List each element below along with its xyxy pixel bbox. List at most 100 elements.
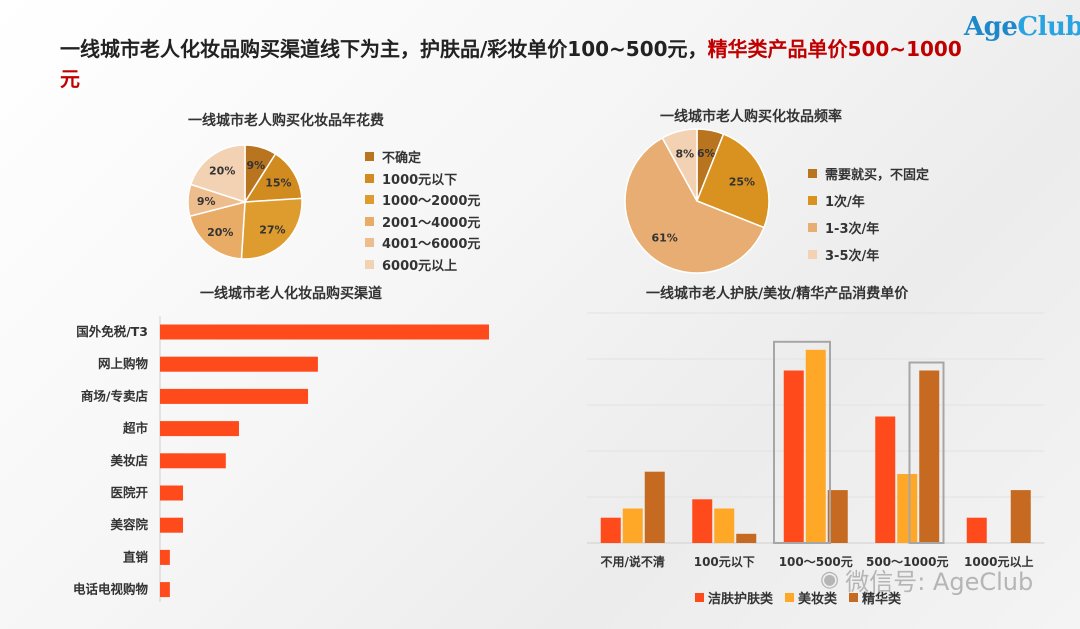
- legend-item: 不确定: [365, 146, 480, 168]
- bar: [160, 517, 184, 533]
- category-label: 医院开: [110, 485, 148, 500]
- pie1-legend: 不确定 1000元以下 1000～2000元 2001～4000元 4001～6000元…: [365, 146, 480, 275]
- pie-slice: [624, 136, 765, 274]
- ageclub-logo: AgeClub: [964, 12, 1080, 42]
- bar: [692, 499, 713, 543]
- legend-item: 需要就买，不固定: [808, 160, 929, 187]
- legend-item: 2001～4000元: [365, 211, 480, 233]
- legend-label: 4001～6000元: [382, 237, 481, 253]
- bar: [160, 388, 309, 404]
- bar-chart-unit-price: 不用/说不清 100元以下 100～500元 500～1000元 1000元以上: [587, 312, 1045, 569]
- legend-swatch: [365, 173, 374, 183]
- legend-item: 美妆类: [785, 588, 837, 607]
- bar: [160, 485, 184, 501]
- bar: [1010, 490, 1031, 543]
- legend-label: 精华类: [862, 592, 902, 607]
- category-label: 超市: [122, 421, 149, 436]
- pie-value-label: 15%: [265, 176, 291, 189]
- category-label: 国外免税/T3: [76, 324, 148, 339]
- legend-label: 洁肤护肤类: [708, 592, 774, 607]
- pie-slice: [189, 144, 246, 204]
- legend-item: 6000元以上: [365, 254, 480, 276]
- legend-label: 1000元以下: [382, 172, 458, 188]
- legend-item: 1-3次/年: [808, 214, 929, 241]
- legend-label: 1次/年: [825, 195, 865, 210]
- legend-label: 1-3次/年: [825, 222, 880, 237]
- category-label: 网上购物: [98, 356, 149, 371]
- vbar-title: 一线城市老人护肤/美妆/精华产品消费单价: [646, 286, 909, 302]
- legend-item: 3-5次/年: [808, 241, 929, 268]
- legend-swatch: [808, 250, 817, 259]
- pie2-title: 一线城市老人购买化妆品频率: [660, 109, 842, 125]
- bar: [714, 508, 735, 543]
- legend-item: 1000元以下: [365, 168, 480, 190]
- pie-value-label: 9%: [246, 159, 265, 172]
- pie-slice: [696, 133, 770, 229]
- bar: [805, 349, 826, 543]
- legend-label: 不确定: [382, 151, 422, 167]
- bar: [644, 471, 665, 543]
- legend-swatch: [808, 196, 817, 205]
- category-label: 500～1000元: [866, 555, 948, 569]
- pie-chart-annual-spending: 9%15%27%20%9%20%: [187, 144, 303, 260]
- category-label: 不用/说不清: [601, 554, 665, 569]
- pie-value-label: 9%: [197, 195, 216, 208]
- category-label: 100～500元: [779, 555, 853, 569]
- pie-value-label: 25%: [729, 176, 755, 189]
- legend-item: 洁肤护肤类: [695, 588, 773, 607]
- legend-swatch: [365, 216, 374, 226]
- pie-chart-purchase-frequency: 6% 25% 61% 8%: [624, 128, 770, 274]
- pie-value-label: 8%: [675, 148, 694, 161]
- pie-value-label: 20%: [209, 165, 235, 178]
- bar: [875, 416, 896, 543]
- legend-item: 精华类: [849, 588, 901, 607]
- legend-label: 2001～4000元: [382, 215, 481, 231]
- pie-slice: [243, 152, 303, 203]
- legend-label: 6000元以上: [382, 258, 458, 274]
- category-label: 美容院: [110, 517, 148, 532]
- legend-item: 1000～2000元: [365, 189, 480, 211]
- category-label: 美妆店: [110, 453, 148, 468]
- pie-value-label: 20%: [207, 226, 233, 239]
- bar: [160, 549, 170, 565]
- legend-swatch: [695, 593, 704, 602]
- legend-swatch: [365, 259, 374, 269]
- bar: [160, 453, 226, 469]
- headline-main: 一线城市老人化妆品购买渠道线下为主，护肤品/彩妆单价100~500元，: [60, 37, 708, 61]
- legend-label: 需要就买，不固定: [825, 168, 930, 183]
- bar: [622, 508, 643, 543]
- category-label: 直销: [123, 549, 149, 564]
- pie1-title: 一线城市老人购买化妆品年花费: [188, 113, 384, 129]
- legend-swatch: [808, 169, 817, 178]
- bar: [736, 533, 757, 543]
- hbar-title: 一线城市老人化妆品购买渠道: [200, 286, 382, 302]
- bar: [966, 517, 987, 543]
- bar: [600, 517, 621, 543]
- page-headline: 一线城市老人化妆品购买渠道线下为主，护肤品/彩妆单价100~500元，精华类产品…: [60, 34, 980, 94]
- legend-label: 1000～2000元: [382, 194, 481, 210]
- pie-value-label: 27%: [259, 223, 285, 236]
- legend-swatch: [365, 195, 374, 205]
- bar: [160, 356, 318, 372]
- highlight-box: [908, 361, 945, 544]
- legend-swatch: [849, 593, 859, 602]
- headline-highlight: 精华类产品单价500~1000元: [60, 37, 962, 91]
- legend-swatch: [808, 223, 817, 232]
- legend-swatch: [785, 593, 795, 602]
- legend-label: 3-5次/年: [825, 249, 880, 264]
- legend-item: 1次/年: [808, 187, 929, 214]
- highlight-box: [773, 340, 831, 544]
- pie-slice: [240, 197, 303, 260]
- pie-slice: [188, 201, 246, 260]
- wechat-watermark: ◉ 微信号: AgeClub: [820, 567, 1034, 596]
- pie2-legend: 需要就买，不固定 1次/年 1-3次/年 3-5次/年: [808, 160, 929, 268]
- category-label: 1000元以上: [964, 554, 1033, 569]
- vbar-legend: 洁肤护肤类 美妆类 精华类: [695, 588, 901, 607]
- legend-swatch: [365, 238, 374, 248]
- bar: [783, 370, 804, 543]
- category-label: 商场/专卖店: [81, 388, 149, 403]
- category-label: 电话电视购物: [73, 582, 149, 597]
- bar: [919, 370, 940, 543]
- wechat-icon: ◉: [820, 567, 840, 592]
